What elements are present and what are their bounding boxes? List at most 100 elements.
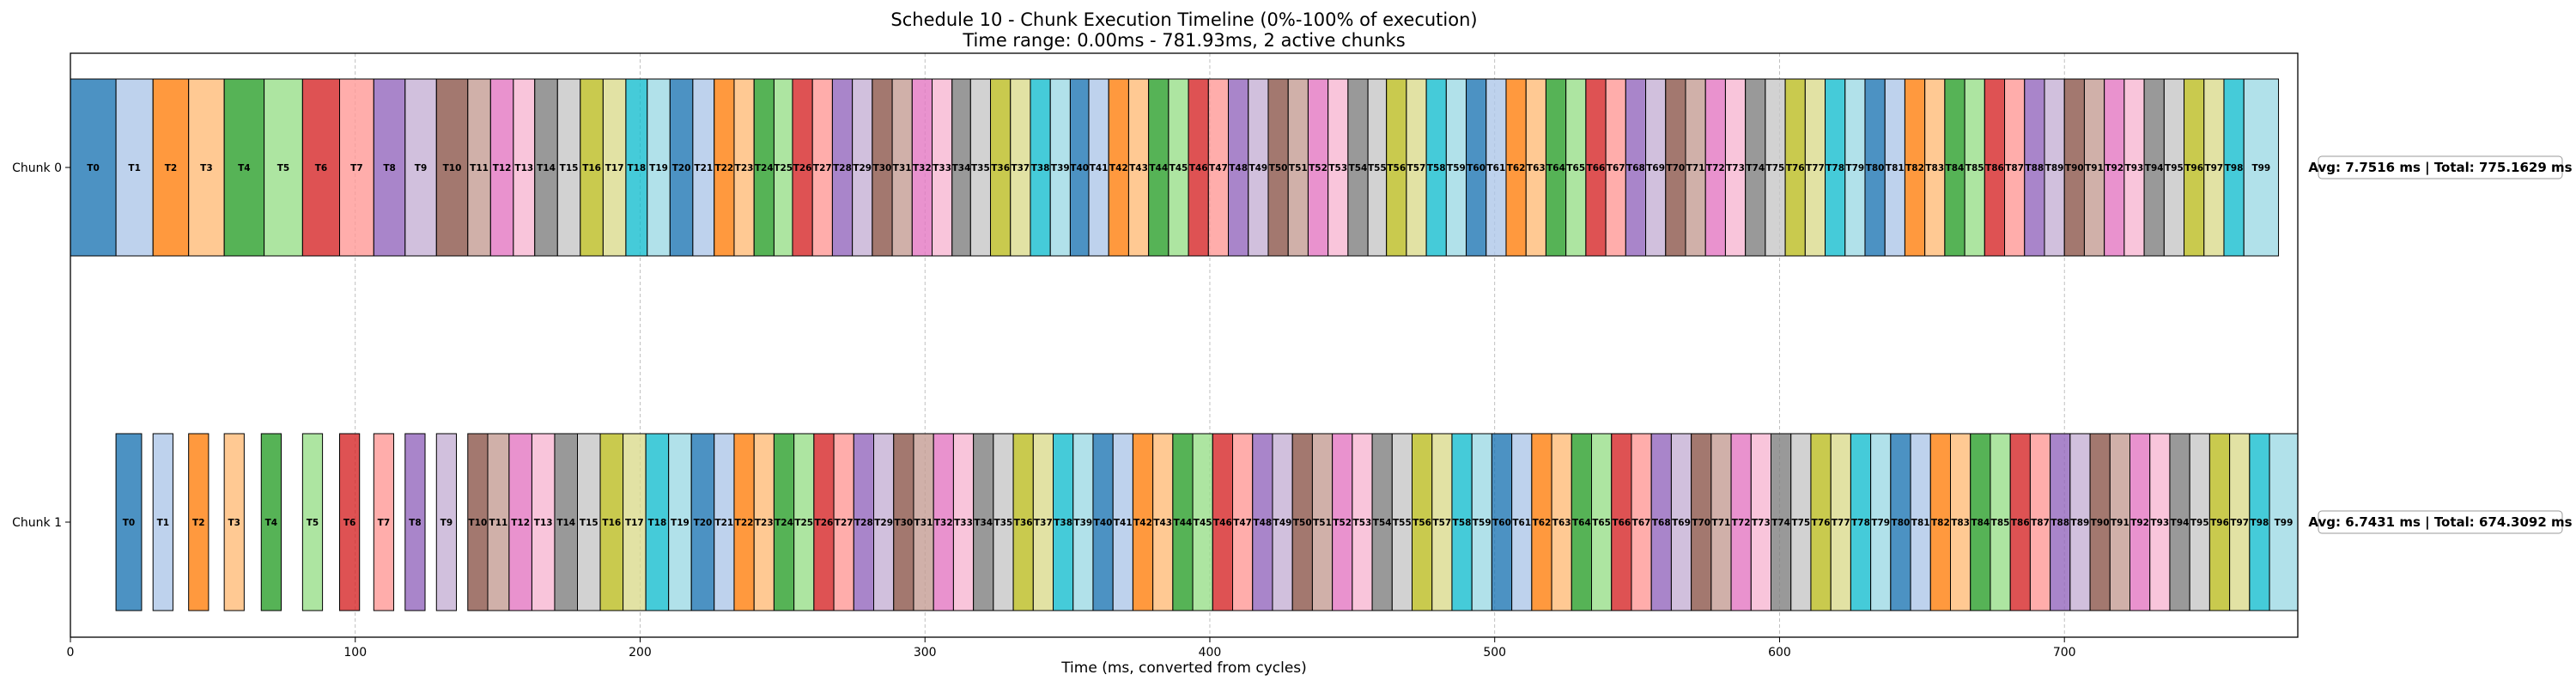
task-label: T86 <box>1985 163 2004 173</box>
task-label: T98 <box>2225 163 2244 173</box>
task-label: T97 <box>2204 163 2223 173</box>
task-label: T77 <box>1806 163 1825 173</box>
task-label: T11 <box>470 163 489 173</box>
task-label: T7 <box>350 163 362 173</box>
task-label: T11 <box>489 518 508 528</box>
task-label: T69 <box>1646 163 1665 173</box>
task-label: T78 <box>1851 518 1870 528</box>
task-label: T8 <box>409 518 421 528</box>
task-label: T71 <box>1712 518 1731 528</box>
task-label: T61 <box>1486 163 1505 173</box>
task-label: T25 <box>794 518 813 528</box>
task-label: T20 <box>672 163 691 173</box>
task-bar <box>625 78 648 257</box>
task-bar <box>647 78 671 257</box>
task-label: T52 <box>1333 518 1352 528</box>
task-label: T57 <box>1432 518 1451 528</box>
task-label: T41 <box>1090 163 1109 173</box>
task-label: T50 <box>1293 518 1312 528</box>
task-label: T6 <box>315 163 327 173</box>
task-label: T95 <box>2190 518 2209 528</box>
task-label: T13 <box>534 518 553 528</box>
task-label: T42 <box>1133 518 1152 528</box>
chart-subtitle: Time range: 0.00ms - 781.93ms, 2 active … <box>962 30 1405 51</box>
x-tick-label: 400 <box>1199 646 1222 660</box>
task-bar <box>301 78 340 257</box>
task-label: T76 <box>1786 163 1805 173</box>
task-label: T16 <box>602 518 621 528</box>
task-label: T49 <box>1273 518 1292 528</box>
task-label: T19 <box>671 518 690 528</box>
task-label: T10 <box>469 518 488 528</box>
task-label: T24 <box>775 518 793 528</box>
task-label: T49 <box>1249 163 1267 173</box>
task-label: T34 <box>952 163 971 173</box>
task-bar <box>692 78 715 257</box>
task-bar <box>404 78 437 257</box>
task-label: T17 <box>625 518 644 528</box>
task-label: T41 <box>1114 518 1133 528</box>
task-bar <box>404 433 426 611</box>
task-label: T60 <box>1492 518 1511 528</box>
task-label: T89 <box>2071 518 2090 528</box>
task-label: T22 <box>735 518 754 528</box>
task-label: T45 <box>1194 518 1212 528</box>
task-label: T12 <box>511 518 530 528</box>
task-label: T80 <box>1866 163 1885 173</box>
task-label: T87 <box>2031 518 2050 528</box>
task-label: T32 <box>913 163 932 173</box>
task-label: T58 <box>1453 518 1472 528</box>
task-label: T39 <box>1051 163 1070 173</box>
task-label: T5 <box>307 518 319 528</box>
task-label: T96 <box>2184 163 2203 173</box>
task-label: T78 <box>1826 163 1844 173</box>
task-label: T72 <box>1732 518 1751 528</box>
task-label: T96 <box>2210 518 2229 528</box>
task-label: T99 <box>2275 518 2293 528</box>
task-label: T27 <box>835 518 854 528</box>
task-bar <box>531 433 556 611</box>
task-bar <box>577 433 601 611</box>
task-label: T36 <box>991 163 1010 173</box>
task-label: T48 <box>1253 518 1272 528</box>
task-label: T51 <box>1289 163 1308 173</box>
task-label: T50 <box>1269 163 1288 173</box>
task-label: T45 <box>1170 163 1188 173</box>
task-label: T44 <box>1149 163 1168 173</box>
task-label: T30 <box>894 518 913 528</box>
task-label: T60 <box>1467 163 1485 173</box>
row-summary-box <box>2318 155 2563 179</box>
task-label: T31 <box>914 518 933 528</box>
task-label: T36 <box>1014 518 1033 528</box>
task-bar <box>435 78 469 257</box>
task-label: T18 <box>648 518 667 528</box>
row-label: Chunk 0 <box>12 161 62 175</box>
task-label: T16 <box>582 163 601 173</box>
row-label: Chunk 1 <box>12 516 62 530</box>
chart-title: Schedule 10 - Chunk Execution Timeline (… <box>890 9 1477 30</box>
task-label: T48 <box>1229 163 1248 173</box>
task-label: T40 <box>1070 163 1089 173</box>
task-bar <box>487 433 510 611</box>
task-label: T15 <box>580 518 598 528</box>
task-label: T17 <box>605 163 624 173</box>
task-label: T37 <box>1034 518 1053 528</box>
task-label: T32 <box>934 518 953 528</box>
task-label: T38 <box>1031 163 1050 173</box>
task-label: T73 <box>1752 518 1771 528</box>
task-label: T10 <box>443 163 462 173</box>
task-bar <box>223 78 265 257</box>
task-label: T26 <box>815 518 834 528</box>
task-label: T65 <box>1566 163 1585 173</box>
task-label: T89 <box>2045 163 2064 173</box>
task-label: T54 <box>1349 163 1368 173</box>
task-label: T26 <box>793 163 812 173</box>
task-bar <box>556 78 581 257</box>
x-tick-label: 500 <box>1483 646 1506 660</box>
task-label: T54 <box>1373 518 1392 528</box>
task-label: T15 <box>560 163 579 173</box>
task-bar <box>508 433 532 611</box>
task-label: T7 <box>378 518 390 528</box>
task-label: T53 <box>1328 163 1347 173</box>
x-axis: 0 100 200 300 400 500 600 700 <box>67 637 2076 660</box>
